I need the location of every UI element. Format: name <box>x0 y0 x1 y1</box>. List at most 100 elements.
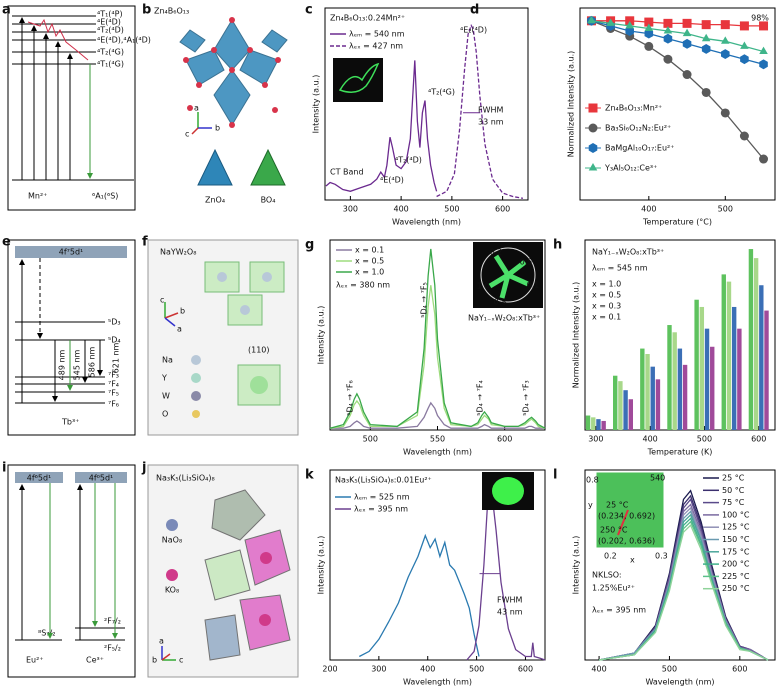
x-tick-label: 200 <box>322 665 337 674</box>
legend-label: Ba₃Si₆O₁₂N₂:Eu²⁺ <box>605 124 671 133</box>
chart-title: Na₃K₅(Li₃SiO₄)₈:0.01Eu²⁺ <box>335 476 432 485</box>
bar <box>737 328 742 430</box>
x-tick-label: 600 <box>751 435 766 444</box>
bar <box>601 420 606 430</box>
panel-letter: b <box>142 3 151 18</box>
atom-key <box>191 373 201 383</box>
legend-label: Y₃Al₅O₁₂:Ce³⁺ <box>604 164 657 173</box>
inset-label: 250 °C <box>600 526 628 535</box>
x-tick-label: 300 <box>343 205 358 214</box>
panel-letter: g <box>305 238 314 253</box>
inset-label: 25 °C <box>606 501 629 510</box>
bar <box>640 348 645 430</box>
ground-label: ⁶A₁(⁶S) <box>92 192 118 201</box>
marker <box>759 154 769 164</box>
marker <box>740 54 749 65</box>
inset-dove <box>338 62 380 93</box>
legend-label: x = 1.0 <box>355 268 384 277</box>
atom <box>259 614 271 626</box>
inset-frame <box>595 471 665 549</box>
inset-label: 0.5 <box>520 258 533 267</box>
plane-label: (110) <box>248 346 270 355</box>
bar <box>667 325 672 430</box>
inset-label: (0.202, 0.636) <box>598 537 655 546</box>
x-tick-label: 500 <box>697 435 712 444</box>
panel-letter: k <box>305 468 314 483</box>
level-label: ⁵D₄ <box>108 336 121 345</box>
legend-label: 100 °C <box>722 510 750 519</box>
x-tick-label: 500 <box>718 205 733 214</box>
atom-label: W <box>162 392 170 401</box>
series-line <box>329 285 546 429</box>
series-line <box>436 23 524 199</box>
level-label: ²F₅/₂ <box>104 644 121 653</box>
bar <box>759 285 764 430</box>
legend-label: x = 0.5 <box>592 291 621 300</box>
annotation: ⁵D₄ → ⁷F₆ <box>346 380 355 415</box>
band <box>75 472 127 483</box>
bar <box>596 419 601 430</box>
plot-frame <box>324 7 529 201</box>
legend-swatch <box>588 163 598 171</box>
marker <box>663 26 673 34</box>
marker <box>682 38 692 49</box>
legend-label: Zn₄B₆O₁₃:Mn²⁺ <box>605 104 662 113</box>
level-label: ²F₇/₂ <box>104 617 121 626</box>
ion-label: Mn²⁺ <box>28 192 47 201</box>
level-label: ⁴T₁(⁴P) <box>97 10 123 19</box>
marker <box>663 54 673 64</box>
frame <box>7 464 136 678</box>
atom-key <box>166 519 178 531</box>
levels <box>15 321 105 404</box>
panel-letter: l <box>553 468 557 483</box>
legend-label: 225 °C <box>722 572 750 581</box>
axes-icon <box>164 302 179 327</box>
marker <box>759 46 768 54</box>
axes-icon <box>161 646 176 661</box>
x-tick-label: 400 <box>393 205 408 214</box>
bar <box>628 399 633 430</box>
level-label: ⁴T₂(⁴G) <box>97 48 124 57</box>
levels <box>15 627 125 641</box>
band <box>15 472 63 483</box>
axis-label: b <box>152 656 157 665</box>
formula: Na₃K₅(Li₃SiO₄)₈ <box>156 474 215 483</box>
axis-label: c <box>185 130 189 139</box>
bar <box>613 375 618 430</box>
panel-letter: e <box>2 235 11 250</box>
inset-glow <box>488 254 530 299</box>
x-tick-label: 400 <box>643 435 658 444</box>
bar <box>623 390 628 430</box>
polyhedron-label: KO₈ <box>165 586 179 595</box>
absorption-arrows <box>19 484 83 640</box>
band-label: 4f⁷5d¹ <box>59 248 84 257</box>
marker <box>625 16 635 26</box>
legend-label: 125 °C <box>722 523 750 532</box>
y-axis-label: Normalized Intensity (a.u.) <box>572 282 581 389</box>
band-label: 4f⁶5d¹ <box>27 474 52 483</box>
annotation: 33 nm <box>478 118 504 127</box>
level-label: ⁷F₆ <box>108 400 119 409</box>
marker <box>720 108 730 118</box>
x-tick-label: 400 <box>591 665 606 674</box>
legend-label: 50 °C <box>722 486 745 495</box>
bar <box>585 415 591 430</box>
inset-label: 0.2 <box>490 248 503 257</box>
inset-arrow <box>617 509 629 536</box>
bar <box>677 348 683 430</box>
series-line <box>599 524 769 661</box>
inset-label: 0.8 <box>494 298 507 307</box>
annotation: 98% <box>751 14 769 23</box>
annotation: ⁵D₄ → ⁷F₅ <box>420 282 429 317</box>
inset-label: 540 <box>650 474 665 483</box>
y-axis-label: Intensity (a.u.) <box>312 75 321 134</box>
level-label: ⁸S₇/₂ <box>38 629 55 638</box>
inset-label: 1.0 <box>477 282 490 291</box>
axis-label: b <box>215 124 220 133</box>
annotation: ⁴T₂(⁴G) <box>428 88 455 97</box>
band <box>15 246 127 258</box>
atom-key <box>192 410 200 418</box>
marker <box>682 70 692 80</box>
bar <box>721 274 726 430</box>
marker <box>720 20 730 30</box>
